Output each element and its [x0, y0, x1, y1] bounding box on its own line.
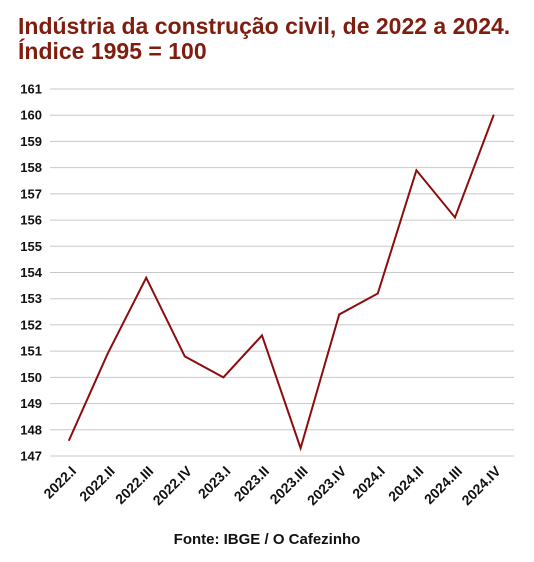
- series-line: [68, 114, 495, 452]
- data-point: [145, 276, 147, 279]
- y-tick-label: 149: [20, 396, 42, 411]
- data-point: [492, 114, 495, 117]
- y-tick-label: 148: [20, 422, 42, 437]
- y-tick-label: 152: [20, 317, 42, 332]
- x-tick-label: 2023.II: [231, 463, 273, 505]
- data-point: [454, 216, 456, 219]
- y-tick-label: 161: [20, 82, 42, 97]
- source-note: Fonte: IBGE / O Cafezinho: [173, 531, 361, 548]
- x-tick-label: 2023.I: [195, 463, 234, 502]
- data-point: [222, 376, 225, 379]
- y-tick-label: 151: [20, 344, 42, 359]
- data-point: [415, 169, 418, 172]
- series-layer: [68, 114, 495, 452]
- data-point: [106, 352, 109, 355]
- grid-lines: [50, 88, 514, 457]
- y-tick-label: 157: [20, 186, 42, 201]
- y-tick-label: 154: [20, 265, 42, 280]
- chart-title: Indústria da construção civil, de 2022 a…: [18, 13, 511, 64]
- x-tick-label: 2024.III: [421, 463, 465, 507]
- y-tick-label: 160: [20, 108, 42, 123]
- y-tick-label: 147: [20, 449, 42, 464]
- x-tick-label: 2022.II: [76, 463, 118, 505]
- x-tick-label: 2023.IV: [304, 462, 350, 508]
- data-point: [377, 292, 379, 295]
- x-tick-label: 2024.II: [385, 463, 427, 505]
- y-tick-label: 159: [20, 134, 42, 149]
- data-point: [184, 355, 186, 358]
- data-point: [299, 447, 302, 449]
- x-tick-label: 2022.IV: [149, 462, 195, 508]
- y-tick-label: 153: [20, 291, 42, 306]
- x-tick-label: 2022.I: [40, 463, 79, 502]
- data-point: [68, 439, 70, 442]
- y-tick-label: 156: [20, 213, 42, 228]
- x-tick-label: 2024.IV: [458, 462, 504, 508]
- x-tick-label: 2022.III: [112, 463, 156, 507]
- x-tick-label: 2023.III: [266, 463, 310, 507]
- y-tick-label: 158: [20, 160, 42, 175]
- data-point: [338, 313, 341, 316]
- data-point: [261, 334, 263, 337]
- y-tick-label: 150: [20, 370, 42, 385]
- y-tick-label: 155: [20, 239, 42, 254]
- y-axis-ticks: 147 148 149 150 151 152 153 154 155 156 157 158 159 1…: [20, 82, 42, 464]
- x-tick-label: 2024.I: [349, 463, 388, 502]
